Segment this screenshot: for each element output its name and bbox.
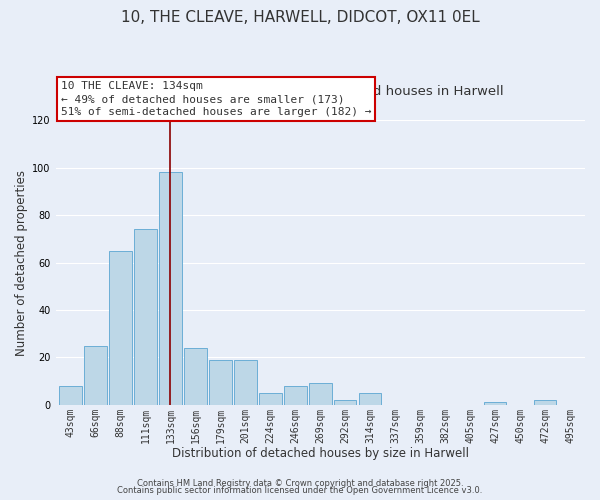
Bar — [134, 230, 157, 405]
Bar — [159, 172, 182, 405]
Bar — [309, 384, 332, 405]
Bar — [484, 402, 506, 405]
Bar — [84, 346, 107, 405]
Bar — [209, 360, 232, 405]
Bar — [59, 386, 82, 405]
Bar — [184, 348, 206, 405]
Text: Contains HM Land Registry data © Crown copyright and database right 2025.: Contains HM Land Registry data © Crown c… — [137, 478, 463, 488]
Bar — [334, 400, 356, 405]
Y-axis label: Number of detached properties: Number of detached properties — [15, 170, 28, 356]
Title: Size of property relative to detached houses in Harwell: Size of property relative to detached ho… — [136, 85, 504, 98]
Text: 10 THE CLEAVE: 134sqm
← 49% of detached houses are smaller (173)
51% of semi-det: 10 THE CLEAVE: 134sqm ← 49% of detached … — [61, 81, 371, 118]
Text: 10, THE CLEAVE, HARWELL, DIDCOT, OX11 0EL: 10, THE CLEAVE, HARWELL, DIDCOT, OX11 0E… — [121, 10, 479, 25]
Bar — [284, 386, 307, 405]
Bar — [259, 393, 281, 405]
Bar — [534, 400, 556, 405]
Text: Contains public sector information licensed under the Open Government Licence v3: Contains public sector information licen… — [118, 486, 482, 495]
Bar — [109, 250, 132, 405]
Bar — [359, 393, 382, 405]
X-axis label: Distribution of detached houses by size in Harwell: Distribution of detached houses by size … — [172, 447, 469, 460]
Bar — [234, 360, 257, 405]
